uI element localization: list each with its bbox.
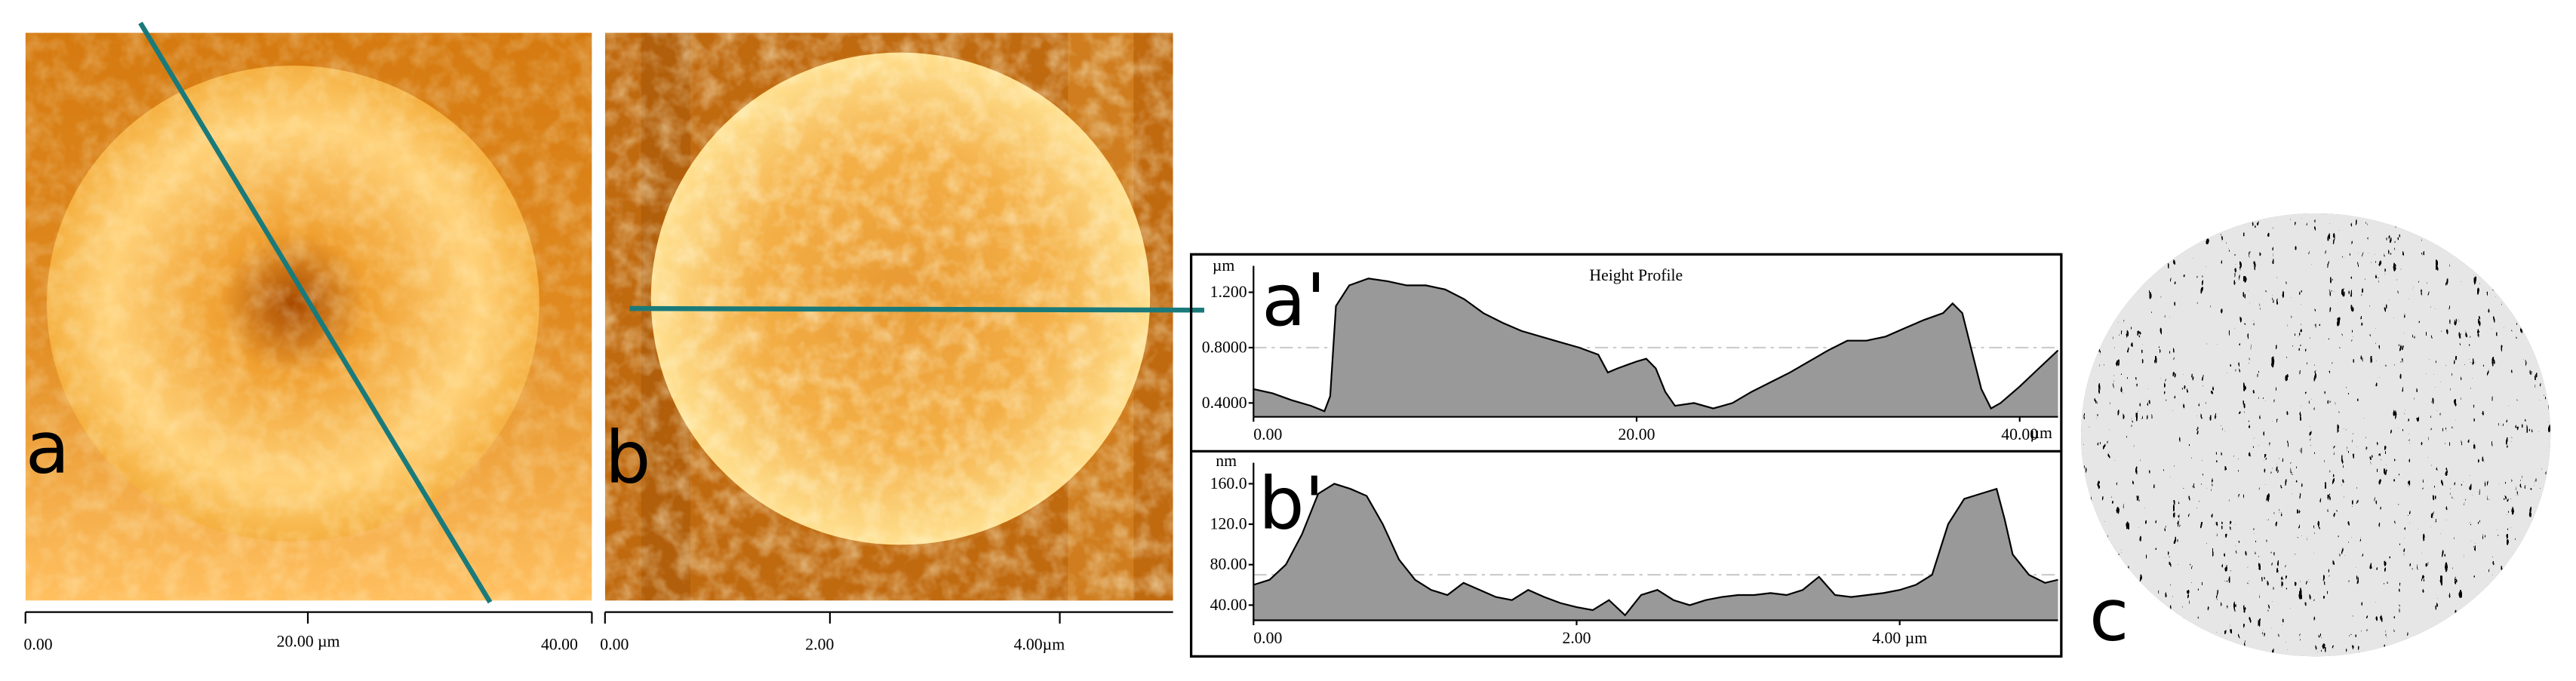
scale-bars [24, 611, 1173, 624]
x-tick-label: 2.00 [1562, 629, 1591, 647]
scale-label: 0.00 [24, 636, 53, 654]
profile-line-a [138, 21, 493, 604]
y-tick-label: 1.200 [1210, 283, 1247, 301]
panel-label: b' [1259, 462, 1324, 546]
scale-label: 20.00 µm [277, 632, 340, 650]
chart-title: Height Profile [1589, 266, 1683, 284]
binary-image-c [2080, 213, 2551, 657]
profile-line [1253, 278, 2059, 413]
y-unit: µm [1213, 256, 1235, 275]
x-tick-label: 0.00 [1253, 425, 1282, 443]
afm-image-b [604, 32, 1173, 601]
x-tick-label: 0.00 [1253, 629, 1282, 647]
panel-label: c [2089, 573, 2129, 658]
y-tick-label: 80.00 [1210, 555, 1247, 573]
scale-label: 40.00 [541, 636, 578, 654]
x-unit: µm [2030, 424, 2053, 442]
x-tick-label: 4.00 µm [1872, 629, 1927, 647]
panel-label: a' [1262, 258, 1326, 342]
y-tick-label: 160.0 [1210, 474, 1247, 492]
x-tick-label: 20.00 [1618, 425, 1655, 443]
area-fill [1253, 483, 2058, 621]
y-tick-label: 0.4000 [1202, 394, 1247, 412]
panel-label: b [605, 416, 651, 500]
x-tick-label: 40.00 [2001, 425, 2038, 443]
profile-frame [1189, 253, 2063, 658]
panel-label: a [26, 406, 70, 490]
y-tick-label: 0.8000 [1202, 338, 1247, 356]
y-tick-label: 120.0 [1210, 515, 1247, 533]
scale-label: 0.00 [600, 636, 629, 654]
scale-label: 4.00µm [1014, 636, 1065, 654]
profile-line-b [629, 305, 1205, 313]
afm-image-a [25, 32, 592, 601]
y-tick-label: 40.00 [1210, 596, 1247, 614]
area-fill [1253, 278, 2058, 417]
y-unit: nm [1216, 452, 1237, 470]
scale-label: 2.00 [805, 636, 834, 654]
profile-line [1253, 483, 2058, 617]
